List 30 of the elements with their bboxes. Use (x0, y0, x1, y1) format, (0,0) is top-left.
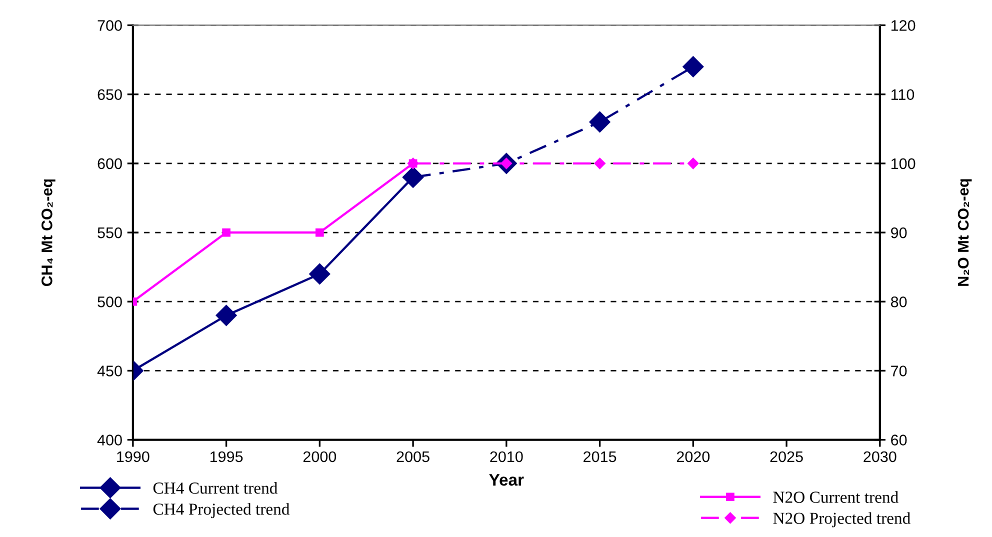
x-axis-title: Year (489, 474, 524, 486)
y-tick-label: 400 (97, 434, 122, 446)
y-tick-label: 600 (98, 158, 122, 170)
x-tick-label: 2020 (676, 451, 710, 462)
y-tick-label: 700 (98, 20, 122, 31)
y-tick-label: 550 (98, 227, 122, 238)
x-tick-label: 2000 (303, 451, 336, 462)
legend-label: CH4 Current trend (153, 482, 278, 494)
legend-label: N2O Projected trend (773, 512, 910, 528)
y2-tick-label: 100 (891, 158, 916, 170)
y2-axis-title: N₂O Mt CO₂-eq (958, 179, 972, 286)
y-tick-label: 650 (98, 89, 122, 100)
legend-label: CH4 Projected trend (153, 503, 290, 518)
x-tick-label: 2030 (864, 451, 896, 462)
y2-tick-label: 110 (891, 89, 914, 100)
x-tick-label: 1995 (210, 451, 243, 462)
y2-tick-label: 80 (890, 296, 907, 308)
y-tick-label: 450 (97, 366, 122, 376)
y-tick-label: 500 (98, 296, 122, 308)
y2-tick-label: 60 (891, 434, 907, 446)
y2-tick-label: 120 (891, 20, 916, 31)
x-tick-label: 2025 (770, 451, 803, 462)
y2-tick-label: 90 (891, 227, 907, 238)
y2-tick-label: 70 (891, 366, 907, 376)
legend-label: N2O Current trend (773, 491, 898, 503)
x-tick-label: 1990 (117, 451, 150, 462)
x-tick-label: 2015 (584, 451, 616, 462)
x-tick-label: 2005 (396, 451, 430, 462)
x-tick-label: 2010 (490, 451, 523, 462)
y-axis-title: CH₄ Mt CO₂-eq (42, 179, 56, 286)
